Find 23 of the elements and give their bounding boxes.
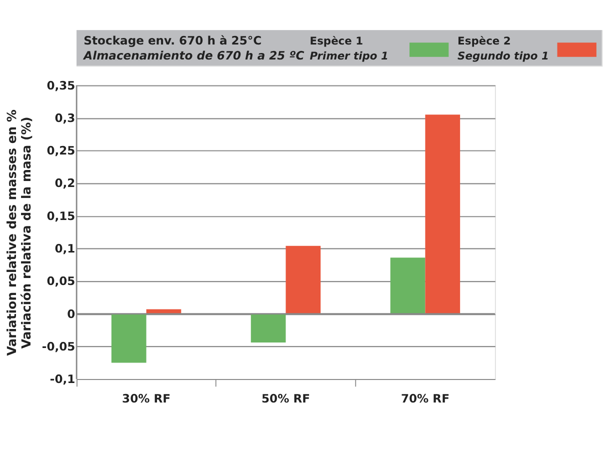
y-tick-label: -0,1 (50, 372, 76, 386)
x-tick-label: 70% RF (400, 392, 450, 406)
y-tick-label: 0,15 (46, 208, 76, 223)
legend-label: Espèce 2 Segundo tipo 1 (458, 34, 549, 62)
bar (111, 314, 146, 363)
y-tick-label: 0,05 (46, 274, 76, 288)
y-tick-label: 0 (67, 306, 76, 321)
chart-title: Stockage env. 670 h à 25°C (84, 33, 262, 48)
legend-label: Espèce 1 Primer tipo 1 (310, 34, 388, 62)
y-tick-label: 0,2 (54, 176, 76, 190)
y-tick-label: 0,3 (54, 110, 76, 125)
bar (425, 114, 460, 314)
y-tick-label: 0,1 (54, 242, 76, 256)
bar (250, 314, 286, 343)
bar (390, 258, 426, 314)
chart-subtitle: Almacenamiento de 670 h a 25 ºC (82, 48, 305, 62)
x-tick-label: 30% RF (122, 392, 171, 406)
bar (286, 246, 321, 314)
y-tick-label: 0,35 (46, 78, 76, 92)
y-axis-title: Variation relative des masses en % Variación relativa de la masa (%) (4, 109, 34, 356)
y-tick-label: 0,25 (46, 144, 76, 158)
x-tick-label: 50% RF (261, 392, 310, 406)
y-tick-label: -0,05 (42, 339, 76, 354)
